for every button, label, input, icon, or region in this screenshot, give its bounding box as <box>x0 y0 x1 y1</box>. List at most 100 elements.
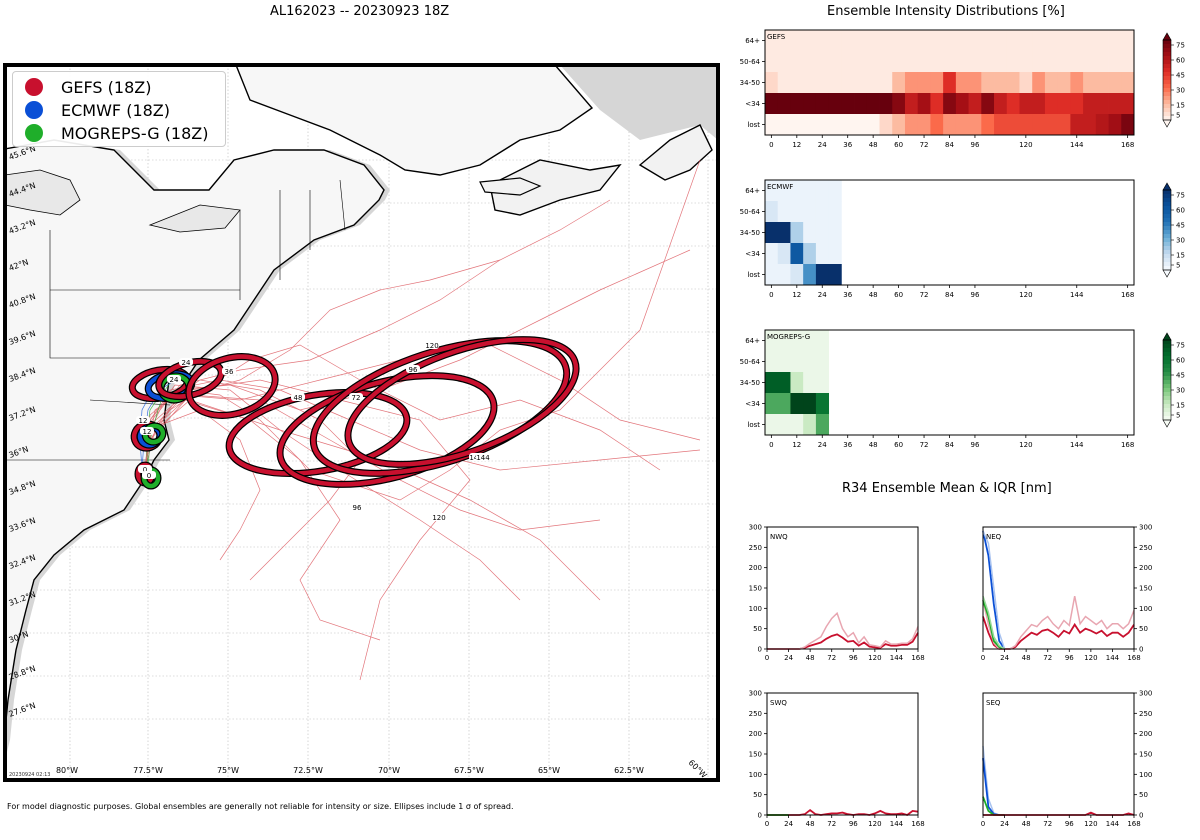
heatmap-cell <box>1095 114 1109 136</box>
colorbar-segment <box>1163 388 1171 393</box>
heatmap-row-label: 34-50 <box>740 229 760 237</box>
heatmap-cell <box>854 93 868 115</box>
colorbar-segment <box>1163 380 1171 385</box>
ellipse-label: 0 <box>147 472 151 480</box>
heatmap-cell <box>841 72 855 94</box>
heatmap-cell <box>828 51 842 73</box>
colorbar-arrow-bottom <box>1162 119 1172 128</box>
heatmap-cell <box>1019 30 1033 52</box>
heatmap-x-label: 84 <box>945 441 954 449</box>
heatmap-row-label: <34 <box>745 100 760 108</box>
heatmap-cell <box>866 93 880 115</box>
heatmap-cell <box>854 51 868 73</box>
colorbar-tick-label: 30 <box>1176 387 1185 395</box>
colorbar-segment <box>1163 356 1171 361</box>
heatmap-cell <box>1057 93 1071 115</box>
map-title: AL162023 -- 20230923 18Z <box>270 4 450 19</box>
heatmap-cell <box>815 330 830 352</box>
colorbar-segment <box>1163 198 1171 203</box>
heatmap-cell <box>1083 51 1097 73</box>
heatmap-cell <box>1070 30 1084 52</box>
ellipse-label-bg <box>425 341 439 349</box>
heatmap-cell <box>815 372 830 394</box>
heatmap-cell <box>917 93 931 115</box>
colorbar-segment <box>1163 84 1171 89</box>
colorbar-arrow-top <box>1162 32 1172 41</box>
heatmap-cell <box>994 72 1008 94</box>
legend-swatch <box>25 101 43 119</box>
heatmap-cell <box>765 414 779 436</box>
heatmap-cell <box>879 72 893 94</box>
heatmap-cell <box>841 51 855 73</box>
ellipse-label-bg <box>432 513 446 521</box>
heatmap-cell <box>930 72 944 94</box>
r34-x-label: 96 <box>849 654 858 662</box>
heatmap-cell <box>1032 93 1046 115</box>
legend-swatch <box>25 124 43 142</box>
colorbar-segment <box>1163 400 1171 405</box>
colorbar-segment <box>1163 368 1171 373</box>
heatmap-cell <box>1095 51 1109 73</box>
heatmap-cell <box>777 393 791 415</box>
r34-frame <box>766 526 919 650</box>
r34-x-label: 144 <box>890 654 904 662</box>
heatmap-cell <box>1083 72 1097 94</box>
lon-label: 80°W <box>56 766 78 775</box>
heatmap-cell <box>828 30 842 52</box>
colorbar-segment <box>1163 88 1171 93</box>
heatmap-cell <box>1083 93 1097 115</box>
colorbar-segment <box>1163 52 1171 57</box>
r34-y-label: 150 <box>1139 585 1152 593</box>
heatmap-cell <box>790 51 804 73</box>
heatmap-cell <box>917 72 931 94</box>
colorbar-segment <box>1163 48 1171 53</box>
r34-y-label: 50 <box>1139 791 1148 799</box>
heatmap-cell <box>1044 30 1059 52</box>
ellipse-label-bg <box>406 365 420 373</box>
heatmap-x-label: 120 <box>1019 441 1032 449</box>
r34-y-label: 300 <box>1139 690 1152 698</box>
heatmap-cell <box>904 30 919 52</box>
legend-entry: MOGREPS-G (18Z) <box>25 122 208 144</box>
heatmap-cell <box>790 414 804 436</box>
heatmap-cell <box>815 351 830 373</box>
r34-y-label: 200 <box>1139 564 1152 572</box>
colorbar-segment <box>1163 250 1171 255</box>
heatmap-x-label: 36 <box>843 441 852 449</box>
heatmap-cell <box>1121 114 1135 136</box>
r34-series-iqr <box>767 611 919 650</box>
heatmap-cell <box>803 30 817 52</box>
r34-x-label: 48 <box>1022 820 1031 828</box>
colorbar-segment <box>1163 206 1171 211</box>
colorbar-segment <box>1163 210 1171 215</box>
ellipse-label-bg <box>136 416 150 424</box>
r34-series-iqr <box>982 595 1005 650</box>
ellipse <box>142 423 166 445</box>
colorbar-segment <box>1163 100 1171 105</box>
heatmap-x-label: 144 <box>1070 291 1084 299</box>
heatmap-row-label: 64+ <box>745 37 760 45</box>
colorbar-segment <box>1163 202 1171 207</box>
heatmap-cell <box>879 93 893 115</box>
ellipse-label: 72 <box>352 394 361 402</box>
heatmap-cell <box>803 414 817 436</box>
r34-frame <box>766 692 919 816</box>
heatmap-cell <box>981 72 995 94</box>
colorbar-segment <box>1163 246 1171 251</box>
heatmap-cell <box>765 180 779 202</box>
r34-frame <box>982 692 1135 816</box>
heatmap-x-label: 96 <box>970 141 979 149</box>
heatmap-cell <box>1070 93 1084 115</box>
heatmap-x-label: 12 <box>792 291 801 299</box>
colorbar-tick-label: 45 <box>1176 372 1185 380</box>
colorbar-arrow-bottom <box>1162 269 1172 278</box>
heatmap-cell <box>1006 114 1020 136</box>
r34-y-label: 300 <box>749 524 762 532</box>
heatmap-cell <box>790 330 804 352</box>
heatmap-ecmwf: ECMWF 64+ 50-64 34-50 <34 lost 0 12 24 36 48 60 72 84… <box>740 179 1185 299</box>
ellipse <box>345 337 579 467</box>
colorbar-segment <box>1163 340 1171 345</box>
heatmap-x-label: 168 <box>1121 441 1134 449</box>
heatmap-cell <box>803 393 817 415</box>
